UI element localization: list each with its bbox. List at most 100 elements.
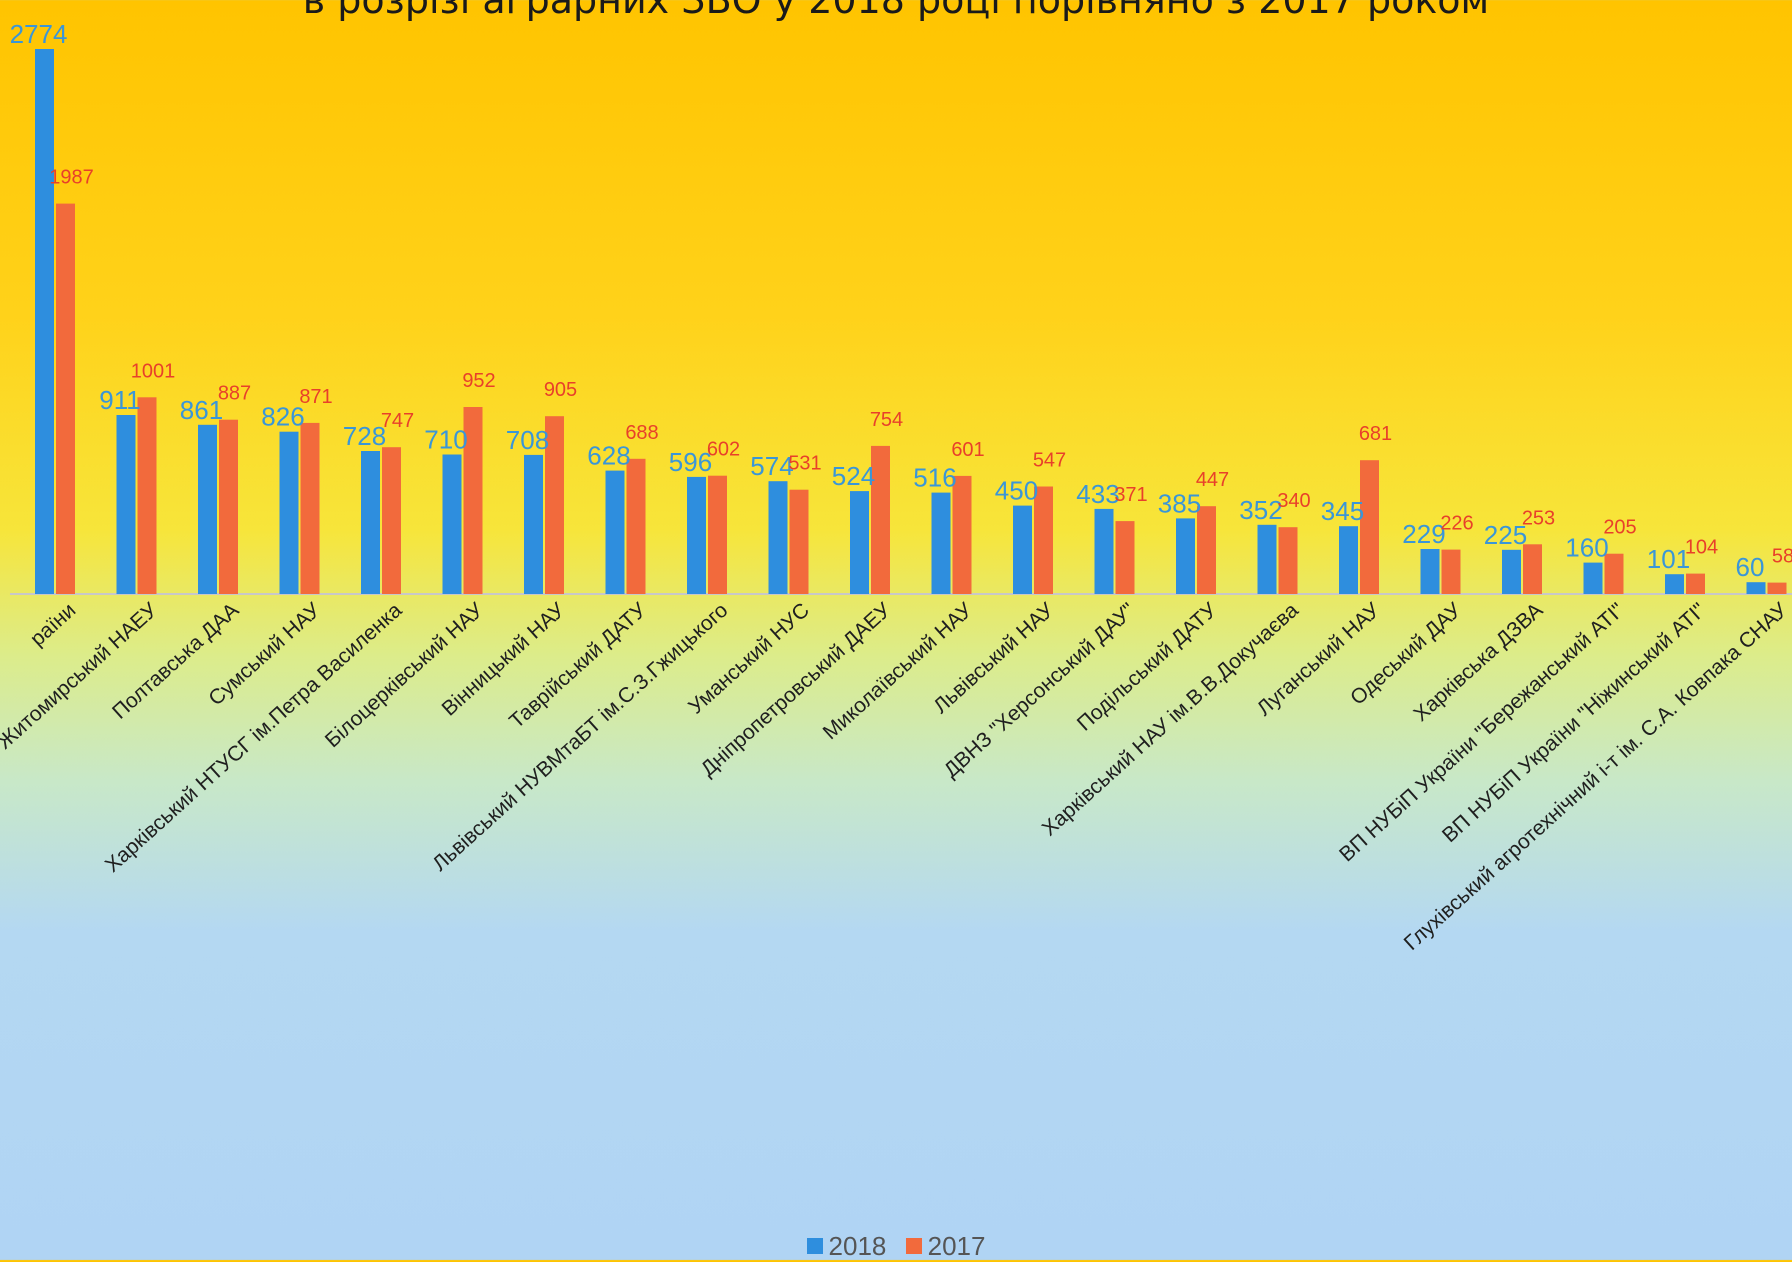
value-label-2018-6: 708 [506,425,549,455]
category-label-21: Глухівський агротехнічний і-т ім. С.А. К… [1400,598,1792,955]
bar-2017-9 [789,489,809,594]
value-label-2018-8: 596 [669,447,712,477]
bar-2017-16 [1360,460,1379,594]
bar-2017-10 [871,445,890,594]
value-label-2018-4: 728 [343,421,386,451]
legend-swatch-2017 [905,1238,922,1254]
bar-2018-17 [1420,549,1440,594]
value-label-2018-11: 516 [913,463,956,493]
legend: 2018 2017 [0,1230,1792,1262]
bar-2017-13 [1115,521,1135,594]
bar-2018-8 [687,476,706,594]
bar-2017-19 [1604,553,1624,594]
bar-2018-13 [1094,508,1114,594]
bar-2017-21 [1767,582,1787,594]
bar-2018-16 [1339,526,1358,594]
value-label-2017-13: 371 [1114,484,1147,506]
bar-2018-2 [198,424,217,594]
bars-group [35,49,1787,594]
bar-2018-12 [1013,505,1032,594]
bar-2018-20 [1665,574,1684,594]
bar-2018-3 [279,431,299,594]
value-label-2017-9: 531 [788,453,821,475]
category-label-5: Білоцерківський НАУ [321,598,489,752]
bar-2018-5 [442,454,462,594]
bar-2017-17 [1441,549,1461,594]
value-label-2018-15: 352 [1239,495,1282,525]
value-label-2018-1: 911 [99,385,140,415]
chart-title: в розрізі аграрних ЗВО у 2018 році порів… [302,0,1490,22]
category-label-19: ВП НУБіП України "Бережанський АТІ" [1335,599,1629,867]
value-label-2017-8: 602 [707,439,740,461]
legend-item-2017: 2017 [905,1230,986,1262]
bar-2018-4 [361,451,380,594]
bar-2017-14 [1197,506,1216,594]
value-label-2017-19: 205 [1603,517,1636,539]
value-label-2017-18: 253 [1522,507,1555,529]
value-label-2018-18: 225 [1484,520,1527,550]
value-label-2018-16: 345 [1321,496,1364,526]
value-label-2017-10: 754 [870,409,903,431]
value-label-2018-2: 861 [180,395,223,425]
value-label-2018-17: 229 [1402,519,1445,549]
category-label-14: Подільський ДАТУ [1073,598,1222,735]
value-label-2017-20: 104 [1685,537,1718,559]
category-label-11: Миколаївський НАУ [819,598,978,744]
bar-2018-15 [1257,524,1277,594]
value-label-2017-0: 1987 [49,167,94,189]
value-label-2018-14: 385 [1158,488,1201,518]
legend-label-2017: 2017 [927,1230,986,1261]
value-label-2018-10: 524 [832,461,875,491]
value-label-2017-3: 871 [299,386,332,408]
bar-2018-9 [768,481,788,594]
value-label-2018-5: 710 [424,425,467,455]
bar-2018-0 [35,49,54,594]
value-label-2018-21: 60 [1736,552,1765,582]
value-label-2018-12: 450 [995,476,1038,506]
bar-2018-18 [1502,549,1521,594]
value-label-2017-21: 58 [1772,546,1792,568]
bar-2018-1 [116,415,136,594]
value-label-2017-16: 681 [1359,423,1392,445]
legend-item-2018: 2018 [806,1230,887,1262]
category-label-4: Харківський НТУСГ ім.Петра Василенка [101,598,407,877]
bar-2018-14 [1176,518,1195,594]
bar-2017-8 [708,475,727,594]
bar-2017-2 [219,419,238,594]
value-label-2017-6: 905 [544,379,577,401]
value-label-2017-7: 688 [625,422,658,444]
bar-2018-7 [605,470,625,594]
value-label-2017-1: 1001 [131,360,176,382]
value-label-2018-9: 574 [750,451,793,481]
legend-label-2018: 2018 [828,1230,887,1261]
value-label-2018-19: 160 [1565,533,1608,563]
value-label-2017-5: 952 [462,370,495,392]
bar-2017-5 [463,407,483,594]
category-label-8: Львівський НУВМтаБТ ім.С.З.Гжицького [428,599,732,876]
value-label-2017-4: 747 [381,410,414,432]
value-label-2017-15: 340 [1277,490,1310,512]
bar-2018-19 [1583,562,1603,594]
bar-2017-11 [952,475,972,594]
value-label-2017-11: 601 [951,439,984,461]
value-label-2018-3: 826 [261,402,304,432]
bar-2017-20 [1686,573,1705,594]
bar-2018-6 [524,454,543,594]
bar-2018-11 [931,492,951,594]
bar-2017-0 [56,203,75,594]
value-label-2018-7: 628 [587,441,630,471]
category-label-1: Житомирський НАЕУ [0,598,162,754]
bar-2017-18 [1523,544,1542,594]
legend-swatch-2018 [806,1238,823,1254]
bar-2018-21 [1746,582,1766,594]
bar-2017-12 [1034,486,1053,594]
bar-2017-15 [1278,527,1298,594]
bar-2017-1 [137,397,157,594]
value-label-2018-13: 433 [1076,479,1119,509]
value-label-2017-12: 547 [1033,450,1066,472]
value-label-2017-17: 226 [1440,513,1473,535]
bar-2017-3 [300,422,320,594]
